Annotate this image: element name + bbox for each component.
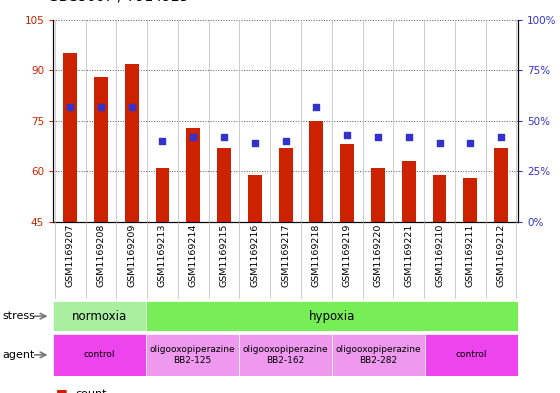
Text: oligooxopiperazine
BB2-125: oligooxopiperazine BB2-125 (150, 345, 235, 365)
Point (220, 134, 228, 140)
Text: GSM1169210: GSM1169210 (435, 224, 444, 287)
Text: GSM1169217: GSM1169217 (281, 224, 290, 287)
Text: agent: agent (3, 350, 35, 360)
Text: control: control (84, 351, 115, 359)
Point (466, 140, 475, 146)
Text: GSM1169212: GSM1169212 (497, 224, 506, 287)
Point (374, 134, 382, 140)
Text: GSM1169207: GSM1169207 (66, 224, 74, 287)
Point (435, 140, 444, 146)
Text: GDS5067 / 7914923: GDS5067 / 7914923 (48, 0, 188, 4)
Bar (146, 334, 239, 376)
Text: oligooxopiperazine
BB2-282: oligooxopiperazine BB2-282 (336, 345, 421, 365)
Point (312, 103, 321, 110)
Point (189, 134, 198, 140)
Bar (340, 145, 354, 222)
Point (404, 134, 413, 140)
Text: ■: ■ (56, 387, 68, 393)
Text: control: control (456, 351, 487, 359)
Bar (371, 168, 385, 222)
Text: GSM1169216: GSM1169216 (250, 224, 259, 287)
Bar (94, 77, 108, 222)
Point (250, 140, 259, 146)
Bar (463, 178, 477, 222)
Text: GSM1169215: GSM1169215 (220, 224, 228, 287)
Bar (125, 64, 139, 222)
Text: GSM1169211: GSM1169211 (466, 224, 475, 287)
Point (66, 103, 74, 110)
Text: normoxia: normoxia (72, 310, 127, 323)
Text: GSM1169208: GSM1169208 (96, 224, 105, 287)
Text: count: count (76, 389, 107, 393)
Text: stress: stress (3, 311, 36, 321)
Bar (402, 161, 416, 222)
Point (96, 103, 105, 110)
Point (158, 138, 167, 144)
Point (281, 138, 290, 144)
Bar (239, 334, 332, 376)
Bar (432, 175, 446, 222)
Bar (217, 148, 231, 222)
Bar (63, 53, 77, 222)
Bar (53, 334, 146, 376)
Text: hypoxia: hypoxia (309, 310, 355, 323)
Bar (146, 301, 518, 331)
Bar (310, 121, 323, 222)
Point (497, 134, 506, 140)
Point (343, 132, 352, 138)
Bar (279, 148, 292, 222)
Text: GSM1169214: GSM1169214 (189, 224, 198, 287)
Bar (494, 148, 508, 222)
Text: GSM1169219: GSM1169219 (343, 224, 352, 287)
Text: GSM1169213: GSM1169213 (158, 224, 167, 287)
Bar (53, 301, 146, 331)
Point (127, 103, 136, 110)
Bar (156, 168, 169, 222)
Text: GSM1169220: GSM1169220 (374, 224, 382, 287)
Text: oligooxopiperazine
BB2-162: oligooxopiperazine BB2-162 (243, 345, 328, 365)
Bar (332, 334, 425, 376)
Text: GSM1169221: GSM1169221 (404, 224, 413, 287)
Bar (425, 334, 518, 376)
Bar (248, 175, 262, 222)
Bar (186, 128, 200, 222)
Text: GSM1169209: GSM1169209 (127, 224, 136, 287)
Text: GSM1169218: GSM1169218 (312, 224, 321, 287)
